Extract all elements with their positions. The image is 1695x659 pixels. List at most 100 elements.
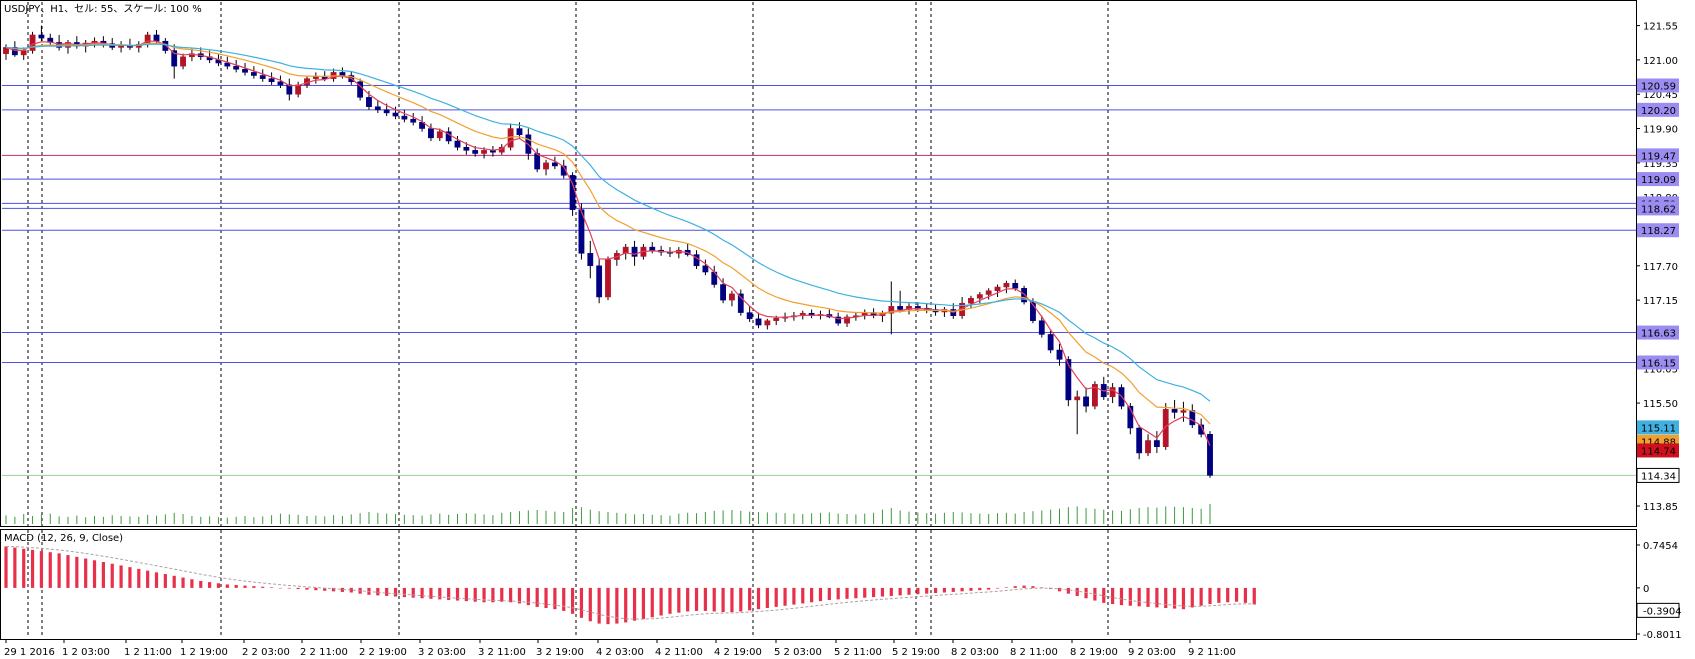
macd-bar: [4, 546, 8, 588]
candle: [277, 75, 284, 88]
candle-body: [720, 284, 726, 301]
level-tag[interactable]: [1637, 223, 1679, 238]
candle-body: [392, 112, 399, 117]
time-tick-label: 8 2 19:00: [1070, 647, 1118, 658]
candle: [374, 100, 381, 113]
candle-body: [994, 286, 1001, 292]
macd-bar: [305, 587, 309, 590]
level-tag[interactable]: [1637, 172, 1679, 187]
time-tick-label: 2 2 19:00: [359, 647, 407, 658]
macd-bar: [146, 570, 150, 588]
macd-bar: [455, 587, 460, 601]
candle-body: [516, 128, 523, 136]
candle-body: [1021, 288, 1027, 303]
candle-body: [339, 72, 346, 76]
macd-bar: [393, 587, 398, 597]
candle: [259, 69, 266, 82]
candle: [968, 295, 974, 309]
macd-bar: [907, 587, 911, 595]
macd-bar: [500, 587, 504, 602]
macd-bar: [39, 551, 44, 588]
candle: [224, 56, 231, 70]
macd-bar: [703, 587, 707, 611]
macd-bar: [296, 587, 300, 590]
candle: [1021, 285, 1027, 305]
macd-bar: [721, 587, 725, 613]
macd-bar: [1226, 587, 1230, 603]
price-tick-label: 121.00: [1643, 56, 1678, 67]
macd-bar: [588, 587, 592, 622]
macd-bar: [447, 587, 451, 600]
candle: [1047, 329, 1054, 354]
macd-bar: [677, 587, 681, 613]
macd-bar: [110, 563, 114, 588]
level-tag[interactable]: [1637, 355, 1679, 370]
level-tag-label: 118.27: [1641, 226, 1676, 237]
candle-body: [295, 84, 302, 95]
candle-body: [436, 131, 443, 139]
candle: [1003, 280, 1010, 294]
macd-bar: [960, 587, 964, 592]
candle-body: [914, 306, 921, 309]
macd-bar: [429, 587, 433, 599]
macd-bar: [278, 587, 283, 589]
macd-bar: [889, 587, 893, 596]
candle-body: [844, 316, 850, 324]
level-tag[interactable]: [1637, 325, 1679, 340]
macd-bar: [987, 587, 991, 590]
macd-bar: [792, 587, 796, 605]
candle: [392, 106, 399, 120]
candle: [746, 306, 753, 322]
candle-body: [1012, 283, 1019, 289]
candle-body: [224, 62, 231, 67]
time-tick-label: 9 2 11:00: [1188, 647, 1236, 658]
macd-bar: [916, 587, 920, 595]
candle-body: [1092, 384, 1098, 407]
candle-body: [985, 290, 992, 295]
candle-body: [1189, 410, 1196, 426]
candle-body: [180, 56, 186, 67]
level-tag[interactable]: [1637, 148, 1679, 163]
macd-bar: [951, 587, 955, 592]
candle: [1198, 418, 1205, 438]
level-tag[interactable]: [1637, 102, 1679, 117]
macd-bar: [765, 587, 769, 609]
candle-body: [1136, 427, 1143, 454]
candle-body: [764, 320, 771, 326]
macd-bar: [579, 587, 584, 618]
macd-tick-label: 0.7454: [1643, 541, 1678, 552]
level-tag[interactable]: [1637, 201, 1679, 216]
ma-slow-line: [5, 43, 1211, 402]
level-tag[interactable]: [1637, 78, 1679, 93]
candle: [357, 78, 364, 101]
macd-bar: [871, 587, 876, 598]
time-tick-label: 4 2 11:00: [655, 647, 703, 658]
candle-body: [746, 312, 753, 320]
macd-bar: [694, 587, 699, 611]
candle: [1092, 381, 1098, 410]
candle-body: [1171, 409, 1178, 413]
macd-bar: [1057, 587, 1062, 592]
candle: [1180, 401, 1187, 422]
macd-bar: [827, 587, 831, 600]
candle-body: [11, 47, 18, 56]
candle: [29, 31, 36, 54]
macd-bar: [686, 587, 690, 612]
price-tags: 120.59120.20119.47119.09118.70118.62118.…: [1636, 78, 1680, 483]
candle-body: [286, 84, 293, 95]
macd-bar: [933, 587, 938, 594]
macd-bar: [1217, 587, 1221, 603]
price-tag: [1637, 443, 1679, 458]
candle-body: [259, 75, 266, 79]
macd-tick-label: 0: [1643, 584, 1649, 595]
price-tag-label: 114.34: [1641, 471, 1676, 482]
candle: [410, 112, 417, 126]
macd-bar: [1075, 587, 1079, 596]
price-tag-label: 114.88: [1641, 438, 1676, 449]
candle: [985, 288, 992, 300]
time-tick-label: 2 2 11:00: [300, 647, 348, 658]
macd-bar: [995, 587, 1000, 589]
time-tick-label: 3 2 11:00: [478, 647, 526, 658]
candle-body: [968, 297, 974, 304]
